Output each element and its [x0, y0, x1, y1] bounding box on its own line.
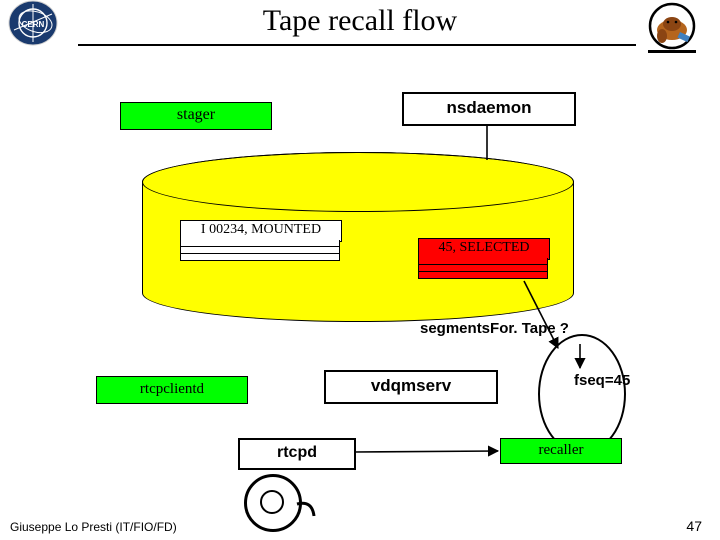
nsdaemon-box: nsdaemon — [402, 92, 576, 126]
rtcpd-box: rtcpd — [238, 438, 356, 470]
rtcpclientd-box: rtcpclientd — [96, 376, 248, 404]
tape-reel-hub-icon — [260, 490, 284, 514]
fseq-label: fseq=45 — [574, 372, 630, 389]
stager-box: stager — [120, 102, 272, 130]
recaller-box: recaller — [500, 438, 622, 464]
vdqmserv-box: vdqmserv — [324, 370, 498, 404]
slide-root: { "title": "Tape recall flow", "footer":… — [0, 0, 720, 540]
